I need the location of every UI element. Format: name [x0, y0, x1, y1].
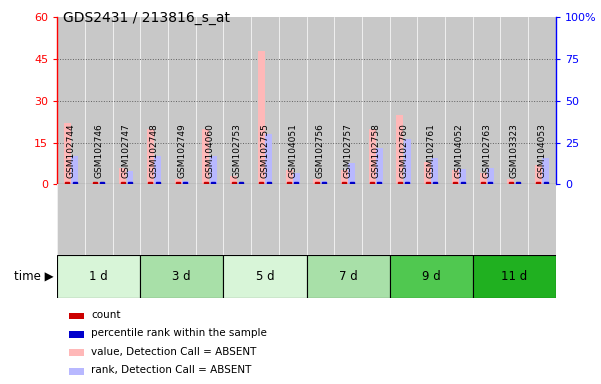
Bar	[542, 157, 549, 184]
Bar	[57, 255, 140, 298]
Bar	[417, 17, 445, 184]
Bar	[85, 17, 112, 184]
Bar	[473, 255, 556, 298]
Bar	[432, 157, 438, 184]
Bar	[348, 162, 355, 184]
Text: time ▶: time ▶	[14, 270, 54, 283]
Bar	[452, 170, 459, 184]
Bar	[369, 129, 376, 184]
Bar	[334, 17, 362, 184]
Bar	[313, 179, 320, 184]
Bar	[404, 139, 410, 184]
Bar	[237, 183, 244, 184]
Bar	[203, 129, 209, 184]
Bar	[112, 17, 140, 184]
Text: percentile rank within the sample: percentile rank within the sample	[91, 328, 267, 338]
Bar	[480, 173, 486, 184]
Bar	[445, 17, 473, 184]
Bar	[389, 17, 417, 184]
Bar	[507, 179, 514, 184]
Bar	[397, 115, 403, 184]
Bar	[224, 255, 307, 298]
Text: 1 d: 1 d	[90, 270, 108, 283]
Bar	[182, 181, 189, 184]
Bar	[230, 176, 237, 184]
Bar	[258, 51, 265, 184]
Bar	[320, 181, 328, 184]
Bar	[514, 183, 522, 184]
Bar	[307, 17, 334, 184]
Bar	[528, 17, 556, 184]
Bar	[71, 156, 78, 184]
Bar	[459, 169, 466, 184]
Bar	[127, 171, 133, 184]
Bar	[64, 123, 71, 184]
Bar	[210, 156, 216, 184]
Bar	[424, 162, 431, 184]
Bar	[120, 168, 126, 184]
Bar	[487, 168, 493, 184]
Text: 7 d: 7 d	[339, 270, 358, 283]
Bar	[154, 156, 161, 184]
Text: 5 d: 5 d	[255, 270, 274, 283]
Text: value, Detection Call = ABSENT: value, Detection Call = ABSENT	[91, 347, 257, 357]
Bar	[168, 17, 196, 184]
Bar	[362, 17, 389, 184]
Bar	[501, 17, 528, 184]
Bar	[147, 129, 154, 184]
Text: 11 d: 11 d	[501, 270, 528, 283]
Text: 9 d: 9 d	[422, 270, 441, 283]
Bar	[140, 255, 224, 298]
Bar	[307, 255, 389, 298]
Bar	[376, 147, 383, 184]
Bar	[265, 134, 272, 184]
Bar	[293, 173, 300, 184]
Bar	[285, 170, 293, 184]
Bar	[196, 17, 224, 184]
Bar	[389, 255, 473, 298]
Text: count: count	[91, 310, 121, 320]
Text: 3 d: 3 d	[172, 270, 191, 283]
Bar	[57, 17, 85, 184]
Bar	[99, 183, 106, 184]
Text: GDS2431 / 213816_s_at: GDS2431 / 213816_s_at	[63, 11, 230, 25]
Bar	[251, 17, 279, 184]
Bar	[91, 182, 99, 184]
Text: rank, Detection Call = ABSENT: rank, Detection Call = ABSENT	[91, 365, 252, 375]
Bar	[473, 17, 501, 184]
Bar	[175, 179, 182, 184]
Bar	[341, 170, 348, 184]
Bar	[535, 165, 542, 184]
Bar	[224, 17, 251, 184]
Bar	[140, 17, 168, 184]
Bar	[279, 17, 307, 184]
